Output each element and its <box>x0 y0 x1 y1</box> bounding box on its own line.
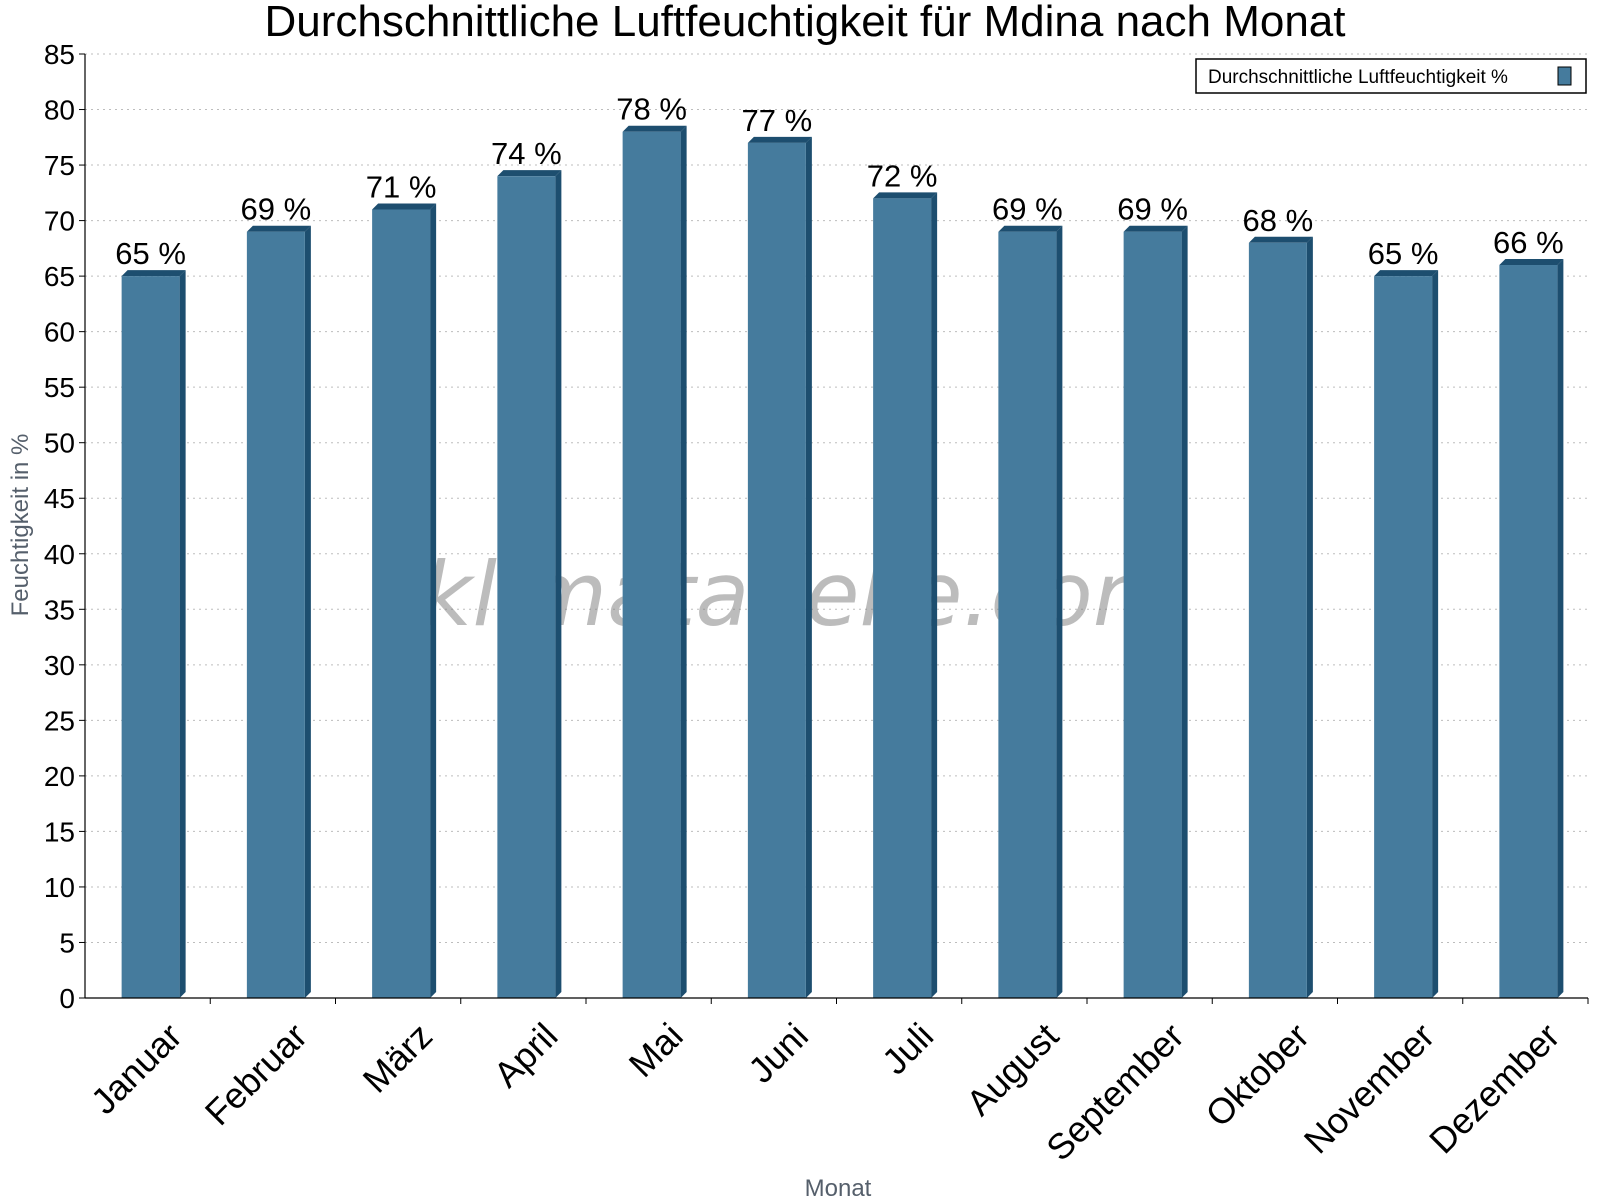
x-tick-label: Juni <box>740 1015 816 1091</box>
bar-side <box>1432 270 1439 998</box>
y-tick-label: 60 <box>44 317 75 348</box>
bar <box>1248 242 1307 999</box>
axes <box>79 53 1589 1004</box>
bar-side <box>179 270 186 998</box>
x-tick-label: Juli <box>874 1015 941 1082</box>
bar <box>747 142 806 999</box>
y-tick-label: 30 <box>44 650 75 681</box>
x-tick-label: April <box>485 1015 565 1095</box>
bar-value-label: 68 % <box>1243 203 1314 238</box>
bar-side <box>304 225 311 999</box>
bar-value-label: 78 % <box>616 92 687 127</box>
bar-top <box>1248 236 1313 243</box>
bar <box>372 209 431 998</box>
y-tick-label: 50 <box>44 428 75 459</box>
bar <box>1123 231 1182 999</box>
x-tick-label: Dezember <box>1421 1015 1567 1161</box>
bar <box>246 231 305 999</box>
bar-value-label: 77 % <box>742 103 813 138</box>
x-tick-label: August <box>958 1015 1066 1123</box>
bar-top <box>747 136 812 143</box>
y-tick-label: 40 <box>44 539 75 570</box>
y-tick-label: 20 <box>44 761 75 792</box>
x-axis-label: Monat <box>805 1175 872 1200</box>
chart-title: Durchschnittliche Luftfeuchtigkeit für M… <box>264 0 1345 46</box>
bar-value-label: 69 % <box>241 192 312 227</box>
bar <box>497 176 556 999</box>
x-tick-label: Februar <box>197 1015 315 1133</box>
x-tick-label: Mai <box>621 1015 691 1085</box>
bar-value-label: 72 % <box>867 158 938 193</box>
y-tick-label: 15 <box>44 816 75 847</box>
bar-side <box>931 192 938 998</box>
bar <box>1499 265 1558 998</box>
y-tick-label: 25 <box>44 705 75 736</box>
y-tick-labels: 0 5 10 15 20 25 30 35 40 45 50 55 60 65 70 75 80 85 <box>44 39 75 1014</box>
bar-side <box>1306 236 1313 999</box>
y-tick-label: 0 <box>59 983 75 1014</box>
bar-top <box>497 170 562 177</box>
y-tick-label: 10 <box>44 872 75 903</box>
x-tick-label: September <box>1038 1015 1192 1169</box>
legend-label: Durchschnittliche Luftfeuchtigkeit % <box>1208 67 1508 88</box>
bar <box>1374 276 1433 998</box>
bar-value-label: 69 % <box>992 192 1063 227</box>
bar <box>998 231 1057 999</box>
bar-value-label: 74 % <box>491 136 562 171</box>
bar-side <box>555 170 562 999</box>
bar <box>873 198 932 998</box>
bar-top <box>622 125 687 132</box>
bar <box>622 131 681 998</box>
x-tick-label: Januar <box>83 1015 190 1122</box>
y-tick-label: 80 <box>44 95 75 126</box>
grid-lines <box>85 53 1588 943</box>
bar-top <box>1123 225 1188 232</box>
bar-top <box>372 203 437 210</box>
bar-top <box>121 270 186 277</box>
bar <box>121 276 180 998</box>
bar-top <box>998 225 1063 232</box>
bar-top <box>246 225 311 232</box>
y-tick-label: 70 <box>44 206 75 237</box>
legend-box <box>1195 58 1587 94</box>
bar-side <box>805 136 812 999</box>
bar-side <box>1181 225 1188 999</box>
bar-top <box>1499 259 1564 266</box>
x-tick-label: März <box>355 1015 441 1101</box>
y-tick-label: 5 <box>59 927 75 958</box>
y-tick-label: 45 <box>44 483 75 514</box>
bar-side <box>1056 225 1063 999</box>
y-tick-label: 85 <box>44 39 75 70</box>
bars: 65 % 69 % 71 % 74 % 78 % 77 % 72 % 69 % 69 % 68 %… <box>115 92 1564 999</box>
bar-side <box>1557 259 1564 998</box>
x-tick-label: November <box>1296 1015 1442 1161</box>
bar-top <box>873 192 938 199</box>
y-tick-label: 55 <box>44 372 75 403</box>
bar-top <box>1374 270 1439 277</box>
bar-side <box>430 203 437 998</box>
legend-swatch <box>1557 66 1572 86</box>
y-axis-label: Feuchtigkeit in % <box>7 434 34 617</box>
bar-value-label: 69 % <box>1117 192 1188 227</box>
x-tick-labels: Januar Februar März April Mai Juni Juli AugustS… <box>83 1015 1568 1169</box>
bar-side <box>680 125 687 999</box>
x-tick-label: Oktober <box>1197 1015 1317 1135</box>
y-tick-label: 65 <box>44 261 75 292</box>
bar-value-label: 65 % <box>1368 236 1439 271</box>
bar-value-label: 71 % <box>366 169 437 204</box>
y-tick-label: 35 <box>44 594 75 625</box>
y-tick-label: 75 <box>44 150 75 181</box>
legend: Durchschnittliche Luftfeuchtigkeit % <box>1195 58 1587 94</box>
bar-value-label: 65 % <box>115 236 186 271</box>
bar-value-label: 66 % <box>1493 225 1564 260</box>
